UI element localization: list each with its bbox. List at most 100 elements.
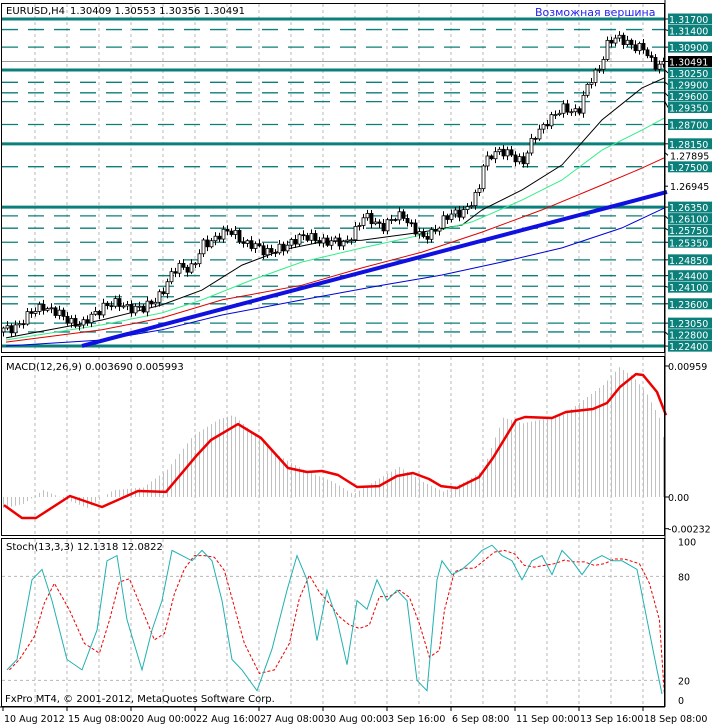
candle [365, 209, 370, 221]
candle [237, 228, 242, 244]
candle [353, 222, 358, 243]
candle [505, 146, 510, 161]
bull-candle-body [169, 271, 174, 283]
candle [17, 320, 22, 328]
level-label: 1.23050 [669, 319, 708, 330]
bull-candle-body [57, 309, 62, 316]
candle [69, 315, 74, 328]
candle [125, 300, 130, 311]
level-label-box [668, 329, 712, 341]
macd-scale-label: -0.00232 [668, 525, 711, 536]
candle [605, 36, 610, 61]
bear-candle-body [129, 304, 134, 314]
candle [341, 239, 346, 251]
bear-candle-body [205, 239, 210, 248]
candle [389, 214, 394, 224]
candle [405, 214, 410, 227]
trendline-group[interactable] [81, 190, 668, 348]
candle [197, 249, 202, 268]
bull-candle-body [597, 68, 602, 71]
candle [477, 184, 482, 197]
candle [5, 321, 10, 331]
ma-green-line [5, 117, 665, 341]
candle [257, 239, 262, 248]
candle [457, 205, 462, 222]
bear-candle-body [293, 239, 298, 245]
candle [165, 278, 170, 299]
candle [565, 99, 570, 116]
bear-candle-body [565, 103, 570, 113]
bull-candle-body [193, 263, 198, 266]
ma-black-line [5, 77, 665, 339]
candle [229, 228, 234, 237]
bear-candle-body [533, 137, 538, 140]
bear-candle-body [21, 323, 26, 326]
stoch-panel [2, 544, 665, 695]
candle [245, 239, 250, 248]
scale-tick [664, 152, 669, 156]
candle [49, 303, 54, 314]
bull-candle-body [333, 237, 338, 242]
bull-candle-body [133, 305, 138, 314]
level-label-box [668, 41, 712, 53]
bull-candle-body [361, 217, 366, 226]
bear-candle-body [237, 229, 242, 243]
bull-candle-body [449, 213, 454, 220]
bull-candle-body [1, 327, 6, 333]
macd-signal-line [3, 372, 668, 520]
level-label: 1.29600 [669, 92, 708, 103]
bear-candle-body [521, 156, 526, 165]
bull-candle-body [477, 188, 482, 193]
bear-candle-body [73, 318, 78, 327]
bear-candle-body [381, 223, 386, 232]
candle [481, 163, 486, 192]
bull-candle-body [145, 300, 150, 313]
bull-candle-body [153, 301, 158, 305]
scale-tick [664, 81, 669, 85]
candles[interactable] [1, 31, 666, 337]
level-label-box [668, 236, 712, 248]
candle [465, 203, 470, 215]
stoch-scale-label: 100 [678, 538, 696, 549]
candle [181, 259, 186, 270]
candle [433, 224, 438, 235]
level-label: 1.23600 [669, 300, 708, 311]
stoch-scale-label: 80 [678, 572, 690, 583]
candle [177, 260, 182, 278]
bear-candle-body [369, 213, 374, 225]
candle [361, 213, 366, 230]
macd-scale-label: 0.00959 [668, 362, 707, 373]
candle [413, 219, 418, 237]
candle [281, 241, 286, 256]
bear-candle-body [141, 305, 146, 313]
bull-candle-body [5, 325, 10, 329]
candle [461, 206, 466, 220]
annotation-possible-top[interactable]: Возможная вершина [535, 6, 656, 19]
candle [121, 302, 126, 309]
candle [613, 34, 618, 47]
bear-candle-body [53, 307, 58, 316]
bull-candle-body [101, 302, 106, 316]
level-label-box [668, 138, 712, 150]
bull-candle-body [481, 165, 486, 190]
bear-candle-body [649, 55, 654, 58]
candle [393, 217, 398, 222]
scale-label: 1.27895 [670, 151, 709, 162]
candle [205, 235, 210, 252]
candle [533, 136, 538, 144]
bull-candle-body [209, 240, 214, 248]
bull-candle-body [321, 237, 326, 244]
bull-candle-body [365, 213, 370, 219]
bear-candle-body [377, 221, 382, 224]
bear-candle-body [433, 229, 438, 232]
candle [13, 320, 18, 337]
bull-candle-body [177, 262, 182, 274]
moving-averages [5, 77, 665, 347]
candle [577, 106, 582, 116]
candle [113, 295, 118, 309]
candle [333, 235, 338, 244]
stoch-scale-label: 0 [678, 696, 684, 707]
candle [425, 232, 430, 244]
